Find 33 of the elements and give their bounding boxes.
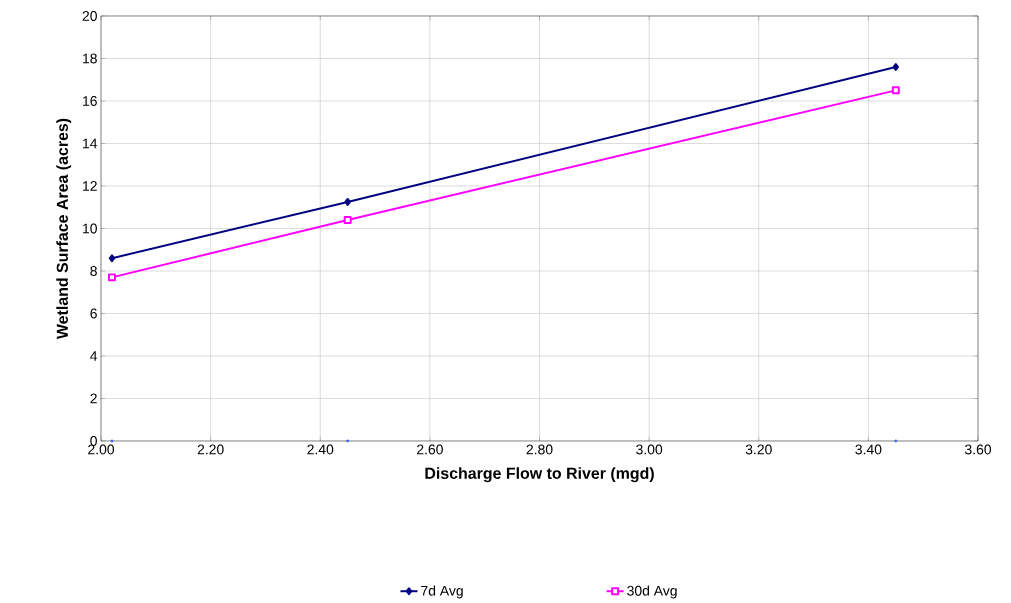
y-tick-label: 10 [83, 223, 97, 234]
y-tick-label: 6 [90, 308, 97, 319]
y-tick-label: 4 [90, 351, 98, 361]
y-tick-label: 16 [83, 96, 97, 106]
y-tick-label: 20 [82, 11, 97, 21]
y-tick-label: 0 [90, 436, 97, 446]
x-tick-label: 2.80 [526, 444, 553, 455]
point [891, 86, 900, 95]
y-tick-label: 2 [90, 393, 97, 404]
point [894, 439, 898, 443]
legend-label: 30d Avg [627, 585, 677, 599]
x-tick-label: 2.60 [417, 444, 443, 455]
x-tick-label: 2.20 [197, 444, 224, 455]
x-axis-title: Discharge Flow to River (mgd) [425, 467, 654, 483]
point [343, 216, 352, 224]
point [107, 273, 116, 282]
point [110, 439, 114, 443]
point [346, 439, 350, 443]
legend-label: 7d Avg [421, 585, 463, 599]
x-tick-label: 3.40 [855, 444, 882, 455]
point [108, 254, 116, 263]
y-tick-label: 12 [83, 181, 97, 191]
y-tick-label: 14 [83, 138, 98, 149]
x-tick-label: 3.20 [745, 444, 772, 455]
x-tick-label: 2.40 [307, 444, 334, 455]
point [344, 197, 351, 206]
y-tick-label: 8 [90, 266, 97, 276]
x-tick-label: 2.00 [88, 444, 115, 455]
point [892, 63, 900, 71]
y-tick-label: 18 [83, 53, 97, 64]
x-tick-label: 3.60 [964, 444, 992, 455]
x-tick-label: 3.00 [636, 444, 663, 455]
y-axis-title: Wetland Surface Area (acres) [56, 118, 72, 340]
